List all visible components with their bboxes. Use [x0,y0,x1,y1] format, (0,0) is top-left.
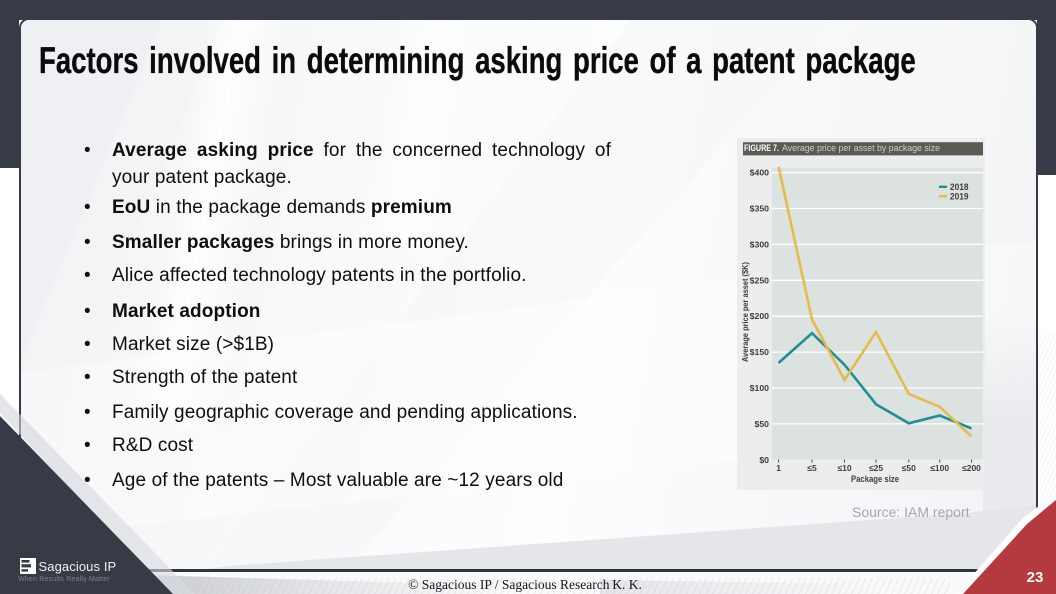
svg-text:$400: $400 [750,168,769,178]
svg-text:≤200: ≤200 [962,463,981,473]
svg-text:≤100: ≤100 [930,463,949,473]
svg-text:$300: $300 [750,239,769,249]
svg-text:$0: $0 [759,455,769,465]
svg-text:2018: 2018 [950,182,969,192]
svg-text:≤10: ≤10 [837,463,851,473]
svg-text:$250: $250 [750,275,769,285]
svg-text:$350: $350 [750,204,769,214]
svg-text:≤50: ≤50 [902,463,916,473]
svg-text:≤5: ≤5 [807,463,817,473]
svg-text:2019: 2019 [950,192,969,202]
svg-text:$100: $100 [750,383,769,393]
svg-text:$200: $200 [750,311,769,321]
svg-text:$50: $50 [755,419,770,429]
svg-text:Average price per asset ($K): Average price per asset ($K) [740,262,750,362]
svg-text:≤25: ≤25 [869,463,883,473]
svg-text:Average price per asset by pac: Average price per asset by package size [782,143,940,153]
svg-text:FIGURE 7.: FIGURE 7. [744,143,779,153]
svg-text:$150: $150 [750,347,769,357]
svg-text:Package size: Package size [851,474,899,484]
svg-text:1: 1 [776,463,781,473]
